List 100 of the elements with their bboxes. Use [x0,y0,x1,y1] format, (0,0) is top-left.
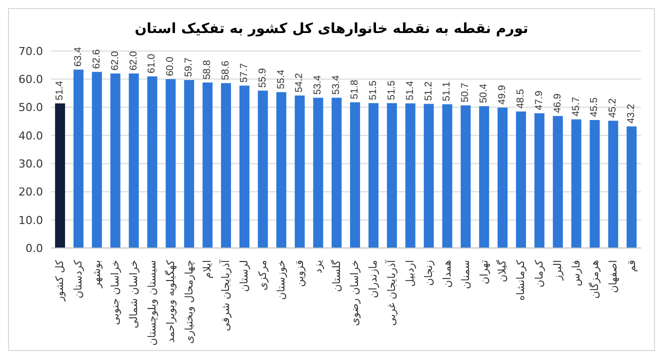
y-tick-label: 70.0 [18,44,43,58]
bar [479,106,490,248]
x-tick-label: مرکزی [257,260,270,290]
x-tick-label: لرستان [238,260,251,292]
x-tick-label: کهگیلویه وبویراحمد [164,260,177,343]
x-tick-label: کرمان [534,260,546,288]
data-label: 53.4 [312,74,324,95]
data-label: 51.4 [54,80,66,100]
data-label: 51.5 [368,80,379,100]
y-tick-label: 60.0 [18,73,43,86]
x-tick-label: همدان [441,260,454,288]
x-tick-label: ایلام [202,260,214,279]
x-tick-label: یزد [312,260,324,274]
bar [498,108,508,248]
bar [166,79,176,248]
bar [626,126,637,248]
x-tick-label: هرمزگان [588,260,601,299]
data-label: 51.4 [404,80,416,100]
data-label: 55.4 [276,69,287,90]
x-tick-label: خراسان جنوبی [110,260,122,326]
x-tick-label: آذربایجان غربی [385,258,398,326]
y-tick-label: 20.0 [18,186,43,199]
bar [590,120,600,248]
x-tick-label: گیلان [496,260,509,282]
x-tick-label: تهران [478,260,490,284]
data-label: 58.6 [220,60,232,80]
chart-title: تورم نقطه به نقطه خانوارهای کل کشور به تفکیک استان [134,20,530,39]
data-label: 47.9 [534,90,545,110]
bar [184,80,194,248]
bar [350,102,360,248]
bar [571,119,582,248]
x-tick-label: خراسان رضوی [349,260,362,326]
data-label: 45.2 [608,98,619,118]
x-tick-label: سمنان [460,260,472,289]
bar [294,95,305,248]
x-tick-label: مازندران [368,260,380,298]
bar [276,92,286,248]
x-tick-label: قزوین [294,260,306,287]
data-label: 62.0 [110,50,121,71]
x-tick-label: خوزستان [275,260,288,300]
bar [147,76,158,248]
data-label: 51.1 [442,81,453,102]
y-tick-label: 50.0 [18,101,43,114]
data-label: 51.8 [350,79,361,100]
data-label: 50.7 [460,82,472,102]
bar [460,105,471,248]
bar [424,104,434,248]
x-tick-label: چهارمحال وبختیاری [183,260,196,344]
data-label: 54.2 [294,72,306,92]
bar [55,103,66,248]
bar [534,113,544,248]
bar [92,72,102,248]
x-tick-label: فارس [570,260,582,286]
bar [73,70,84,248]
data-label: 58.8 [202,60,214,80]
x-tick-label: البرز [552,260,564,282]
bar [332,98,342,248]
x-tick-label: اردبیل [404,260,417,287]
y-tick-label: 30.0 [18,157,43,170]
bar [239,86,250,248]
data-label: 55.9 [257,68,268,88]
data-label: 48.5 [515,88,526,109]
bar [608,120,618,248]
x-tick-label: زنجان [422,260,435,286]
x-tick-label: سیستان وبلوچستان [146,260,158,346]
data-label: 50.4 [478,83,490,104]
data-label: 57.7 [238,62,250,83]
data-label: 62.6 [91,48,102,69]
bar [516,112,526,248]
x-tick-label: قم [626,260,638,272]
data-label: 60.0 [165,56,176,76]
data-label: 53.4 [331,74,342,95]
bar [202,82,213,248]
x-tick-label: کردستان [72,260,85,298]
data-label: 45.5 [589,97,600,117]
bar [405,103,416,248]
data-label: 51.5 [386,80,398,100]
data-label: 63.4 [72,46,84,67]
bar [386,103,397,248]
bar [110,74,120,248]
x-tick-label: کل کشور [54,260,66,302]
bar [128,74,139,248]
bar [313,98,324,248]
data-label: 43.2 [626,104,638,124]
data-label: 49.9 [497,84,508,105]
y-tick-label: 0.0 [26,242,43,255]
x-tick-label: گلستان [330,260,343,292]
x-tick-label: خراسان شمالی [128,260,140,328]
x-tick-label: بوشهر [91,260,104,289]
data-label: 51.2 [423,81,434,101]
data-label: 62.0 [128,50,140,71]
y-tick-label: 40.0 [18,129,43,142]
x-tick-label: آذربایجان شرقی [219,258,232,332]
x-tick-label: اصفهان [607,260,620,293]
data-label: 45.7 [570,96,582,116]
bar [368,103,378,248]
data-label: 46.9 [552,93,564,114]
data-label: 61.0 [146,53,158,74]
bar [220,83,231,248]
bar [258,90,268,248]
